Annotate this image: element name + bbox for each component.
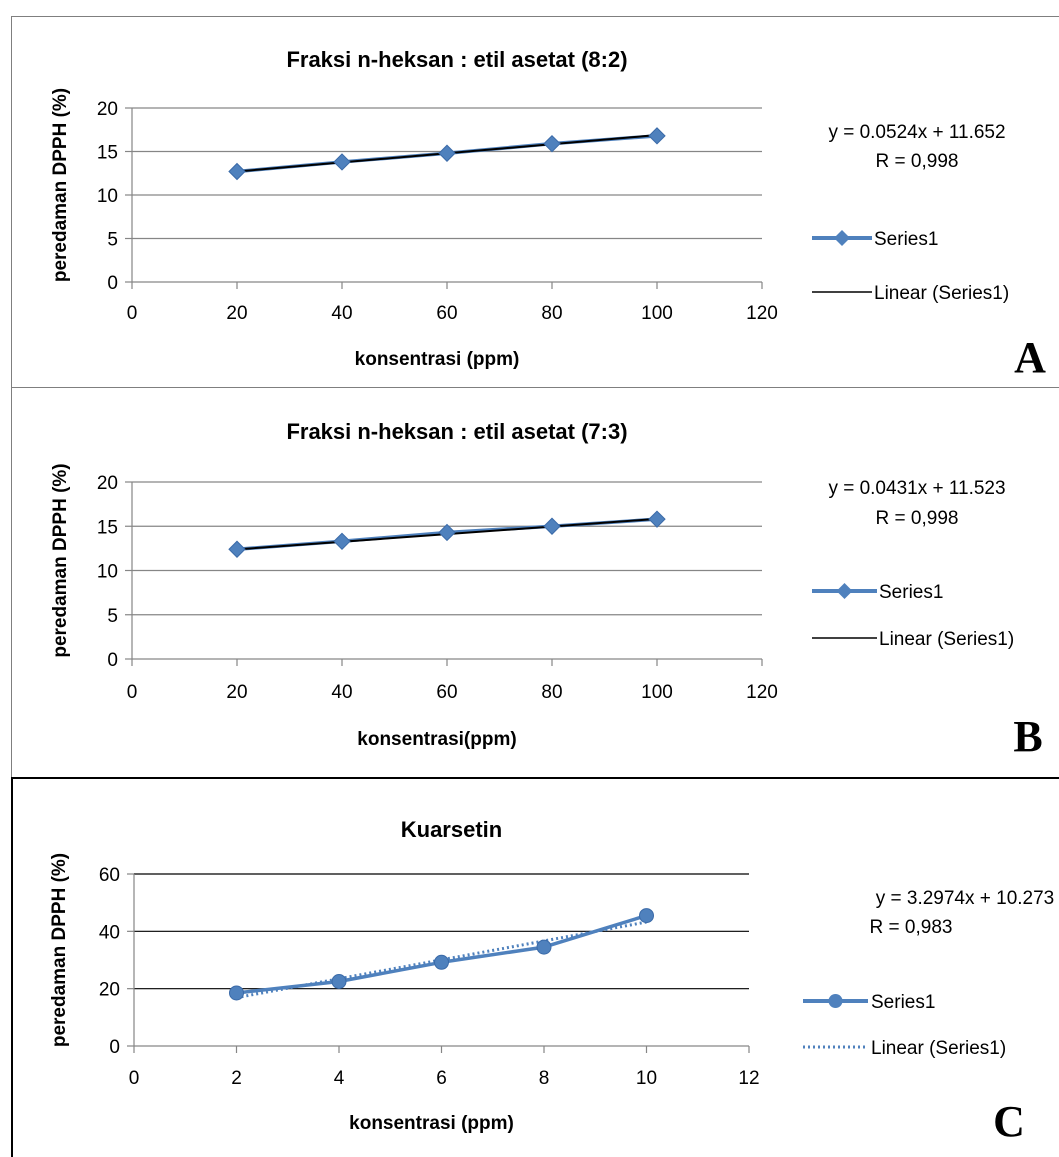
- x-tick-label: 120: [746, 303, 778, 324]
- x-tick-label: 20: [226, 303, 247, 324]
- data-point: [543, 134, 561, 153]
- chart-a: Fraksi n-heksan : etil asetat (8:2) 0 5 10 1…: [50, 47, 1046, 382]
- r-value: R = 0,998: [876, 151, 959, 172]
- data-point: [543, 517, 561, 535]
- x-tick-label: 100: [641, 682, 673, 703]
- x-tick-label: 120: [746, 682, 778, 703]
- chart-panel-a: Fraksi n-heksan : etil asetat (8:2) 0 5 10 1…: [11, 16, 1059, 388]
- data-point: [331, 974, 347, 989]
- data-point: [229, 985, 244, 1001]
- y-axis-title: peredaman DPPH (%): [50, 463, 71, 657]
- x-tick-label: 0: [129, 1068, 140, 1089]
- data-point: [333, 532, 351, 551]
- legend-series-label: Series1: [879, 582, 943, 603]
- x-tick-label: 60: [436, 303, 457, 324]
- chart-b: Fraksi n-heksan : etil asetat (7:3) 0 5 10 1…: [50, 419, 1043, 761]
- x-tick-label: 40: [331, 303, 352, 324]
- x-tick-label: 6: [436, 1068, 447, 1089]
- data-point: [228, 540, 246, 558]
- panel-letter: B: [1013, 712, 1042, 761]
- x-tick-label: 100: [641, 303, 673, 324]
- data-point: [536, 939, 552, 955]
- y-tick-label: 15: [97, 517, 118, 538]
- y-tick-label: 10: [97, 186, 118, 207]
- x-axis-title: konsentrasi(ppm): [357, 729, 516, 750]
- legend-trend-label: Linear (Series1): [874, 283, 1009, 304]
- x-tick-label: 80: [541, 682, 562, 703]
- x-axis-title: konsentrasi (ppm): [349, 1113, 514, 1134]
- trendline-equation: y = 0.0524x + 11.652: [828, 122, 1005, 143]
- y-tick-label: 60: [99, 865, 120, 886]
- x-tick-label: 20: [226, 682, 247, 703]
- legend-trend-label: Linear (Series1): [879, 629, 1014, 650]
- data-point: [333, 153, 351, 171]
- x-tick-label: 0: [127, 303, 138, 324]
- data-point: [438, 523, 456, 542]
- y-axis-title: peredaman DPPH (%): [50, 88, 71, 282]
- data-point: [648, 127, 666, 145]
- x-tick-label: 2: [231, 1068, 242, 1089]
- legend-series-label: Series1: [871, 992, 935, 1013]
- data-point: [434, 954, 449, 970]
- y-tick-label: 0: [107, 650, 118, 671]
- y-tick-label: 5: [107, 230, 118, 251]
- trendline-equation: y = 0.0431x + 11.523: [828, 478, 1005, 499]
- y-tick-label: 20: [97, 473, 118, 494]
- x-tick-label: 12: [738, 1068, 759, 1089]
- y-axis-title: peredaman DPPH (%): [49, 853, 70, 1047]
- y-tick-label: 0: [109, 1037, 120, 1058]
- legend-series-marker: [828, 994, 843, 1008]
- y-tick-label: 20: [99, 980, 120, 1001]
- chart-panel-c: Kuarsetin 0 20 40 60 0 2 4 6 8 10 12 konsentrasi (pp…: [11, 777, 1059, 1157]
- legend-series-marker: [836, 583, 853, 599]
- chart-title: Fraksi n-heksan : etil asetat (8:2): [286, 47, 627, 72]
- y-tick-label: 40: [99, 922, 120, 943]
- data-point: [648, 510, 666, 528]
- trendline-equation: y = 3.2974x + 10.273: [876, 888, 1055, 909]
- y-tick-label: 10: [97, 562, 118, 583]
- series-line: [236, 913, 648, 995]
- legend-series-label: Series1: [874, 229, 938, 250]
- x-tick-label: 0: [127, 682, 138, 703]
- panel-letter: A: [1014, 333, 1046, 382]
- x-axis-title: konsentrasi (ppm): [355, 349, 520, 370]
- x-tick-label: 80: [541, 303, 562, 324]
- chart-c: Kuarsetin 0 20 40 60 0 2 4 6 8 10 12 konsentrasi (pp…: [49, 817, 1055, 1146]
- data-point: [639, 908, 654, 924]
- x-tick-label: 60: [436, 682, 457, 703]
- x-tick-label: 10: [636, 1068, 657, 1089]
- legend-trend-label: Linear (Series1): [871, 1038, 1006, 1059]
- x-tick-label: 4: [334, 1068, 345, 1089]
- y-tick-label: 0: [107, 273, 118, 294]
- y-tick-label: 15: [97, 143, 118, 164]
- r-value: R = 0,998: [876, 508, 959, 529]
- legend-series-marker: [834, 230, 850, 246]
- x-tick-label: 40: [331, 682, 352, 703]
- data-point: [228, 162, 246, 181]
- r-value: R = 0,983: [870, 917, 953, 938]
- y-tick-label: 20: [97, 99, 118, 120]
- x-tick-label: 8: [539, 1068, 550, 1089]
- chart-panel-b: Fraksi n-heksan : etil asetat (7:3) 0 5 10 1…: [11, 387, 1059, 778]
- data-point: [438, 144, 456, 162]
- y-tick-label: 5: [107, 606, 118, 627]
- chart-title: Fraksi n-heksan : etil asetat (7:3): [286, 419, 627, 444]
- panel-letter: C: [993, 1097, 1025, 1146]
- chart-title: Kuarsetin: [401, 817, 502, 842]
